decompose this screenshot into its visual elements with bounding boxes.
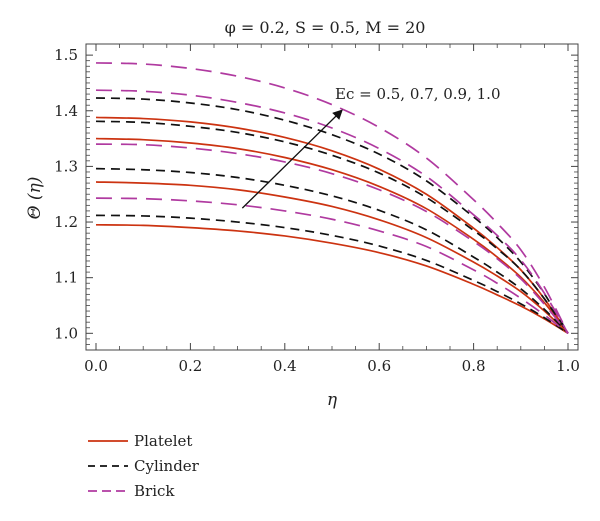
- y-tick-label: 1.2: [54, 213, 78, 231]
- x-tick-label: 1.0: [556, 357, 580, 375]
- series-line-brick-10: [95, 89, 569, 334]
- y-tick-label: 1.1: [54, 269, 78, 287]
- series-line-brick-11: [95, 62, 569, 334]
- plot-frame: [85, 43, 579, 351]
- series-line-cylinder-5: [95, 167, 569, 334]
- chart-title: φ = 0.2, S = 0.5, M = 20: [225, 18, 426, 37]
- series-line-platelet-3: [95, 116, 569, 334]
- series-line-cylinder-4: [95, 214, 569, 335]
- series-line-cylinder-7: [95, 97, 569, 334]
- x-tick-label: 0.4: [273, 357, 297, 375]
- y-axis: 1.0 1.1 1.2 1.3 1.4 1.5: [54, 46, 578, 345]
- series-line-brick-8: [95, 197, 569, 334]
- x-tick-label: 0.6: [367, 357, 391, 375]
- legend-label-platelet: Platelet: [134, 432, 192, 450]
- ec-annotation: Ec = 0.5, 0.7, 0.9, 1.0: [335, 85, 500, 103]
- series-line-brick-9: [95, 143, 569, 334]
- series-line-platelet-2: [95, 137, 569, 334]
- y-tick-label: 1.0: [54, 324, 78, 342]
- y-axis-title: Θ (η): [25, 177, 45, 220]
- x-tick-label: 0.8: [462, 357, 486, 375]
- series-line-platelet-0: [95, 223, 569, 335]
- y-tick-label: 1.4: [54, 102, 78, 120]
- y-tick-label: 1.5: [54, 46, 78, 64]
- x-tick-label: 0.0: [84, 357, 108, 375]
- series-layer: [95, 62, 569, 335]
- legend: Platelet Cylinder Brick: [88, 432, 200, 500]
- y-tick-label: 1.3: [54, 157, 78, 175]
- x-axis-title: η: [327, 390, 338, 410]
- series-line-cylinder-6: [95, 120, 569, 334]
- legend-label-brick: Brick: [134, 482, 175, 500]
- legend-label-cylinder: Cylinder: [134, 457, 200, 475]
- x-tick-label: 0.2: [178, 357, 202, 375]
- ec-arrow: [241, 109, 343, 209]
- x-axis: 0.0 0.2 0.4 0.6 0.8 1.0: [84, 44, 580, 375]
- series-line-platelet-1: [95, 181, 569, 334]
